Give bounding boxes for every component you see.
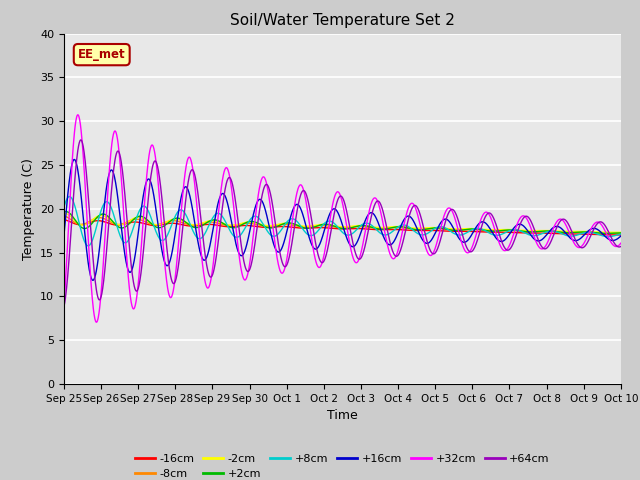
X-axis label: Time: Time [327, 409, 358, 422]
-16cm [318, 225, 326, 230]
+8cm [104, 199, 111, 205]
Text: EE_met: EE_met [78, 48, 125, 61]
+16cm [617, 233, 625, 239]
+32cm [60, 301, 68, 307]
+64cm [60, 303, 68, 309]
Line: +8cm: +8cm [64, 196, 621, 246]
+2cm [602, 230, 610, 236]
Line: -8cm: -8cm [64, 216, 621, 233]
-8cm [617, 230, 625, 236]
+32cm [297, 182, 305, 188]
+2cm [297, 224, 305, 229]
+2cm [62, 209, 70, 215]
-16cm [126, 220, 134, 226]
Line: -16cm: -16cm [64, 219, 621, 235]
+2cm [60, 209, 68, 215]
-2cm [308, 223, 316, 228]
Line: +32cm: +32cm [64, 115, 621, 322]
+8cm [60, 204, 68, 210]
+64cm [617, 244, 625, 250]
+64cm [104, 237, 111, 243]
Legend: -16cm, -8cm, -2cm, +2cm, +8cm, +16cm, +32cm, +64cm: -16cm, -8cm, -2cm, +2cm, +8cm, +16cm, +3… [131, 449, 554, 480]
+8cm [297, 224, 305, 229]
+8cm [617, 231, 625, 237]
+2cm [378, 227, 385, 232]
-2cm [60, 210, 68, 216]
+64cm [308, 220, 316, 226]
-2cm [377, 225, 385, 230]
-16cm [60, 216, 68, 222]
+8cm [378, 231, 385, 237]
+16cm [127, 269, 134, 275]
+32cm [92, 319, 100, 325]
-16cm [617, 232, 625, 238]
+64cm [318, 260, 326, 265]
+32cm [617, 240, 625, 246]
+2cm [104, 213, 111, 219]
-8cm [60, 213, 68, 219]
+16cm [308, 243, 316, 249]
Line: +64cm: +64cm [64, 140, 621, 306]
+32cm [127, 295, 134, 300]
+16cm [70, 156, 78, 162]
+64cm [77, 137, 84, 143]
-16cm [377, 227, 385, 232]
+16cm [89, 277, 97, 283]
+64cm [297, 192, 305, 198]
+64cm [126, 252, 134, 257]
+2cm [308, 225, 316, 230]
-16cm [296, 225, 304, 231]
Y-axis label: Temperature (C): Temperature (C) [22, 158, 35, 260]
+32cm [319, 258, 326, 264]
-8cm [103, 217, 111, 223]
-8cm [308, 223, 316, 229]
Line: +16cm: +16cm [64, 159, 621, 280]
+8cm [127, 233, 134, 239]
+32cm [104, 189, 111, 194]
+2cm [318, 222, 326, 228]
+32cm [74, 112, 81, 118]
+8cm [84, 243, 92, 249]
+16cm [319, 234, 326, 240]
-8cm [296, 224, 304, 229]
+8cm [308, 232, 316, 238]
Title: Soil/Water Temperature Set 2: Soil/Water Temperature Set 2 [230, 13, 455, 28]
+8cm [319, 222, 326, 228]
-16cm [103, 220, 111, 226]
-2cm [296, 223, 304, 228]
+8cm [66, 193, 74, 199]
-2cm [617, 229, 625, 235]
+64cm [378, 203, 385, 208]
-8cm [377, 225, 385, 231]
-16cm [308, 225, 316, 231]
+16cm [378, 229, 385, 235]
+16cm [104, 177, 111, 182]
+2cm [126, 220, 134, 226]
-2cm [318, 222, 326, 228]
-2cm [103, 215, 111, 220]
-8cm [126, 218, 134, 224]
+32cm [378, 213, 385, 219]
+2cm [617, 230, 625, 236]
+32cm [308, 241, 316, 247]
+16cm [60, 232, 68, 238]
Line: +2cm: +2cm [64, 212, 621, 233]
-2cm [126, 218, 134, 224]
+16cm [297, 206, 305, 212]
-8cm [318, 223, 326, 228]
Line: -2cm: -2cm [64, 213, 621, 232]
